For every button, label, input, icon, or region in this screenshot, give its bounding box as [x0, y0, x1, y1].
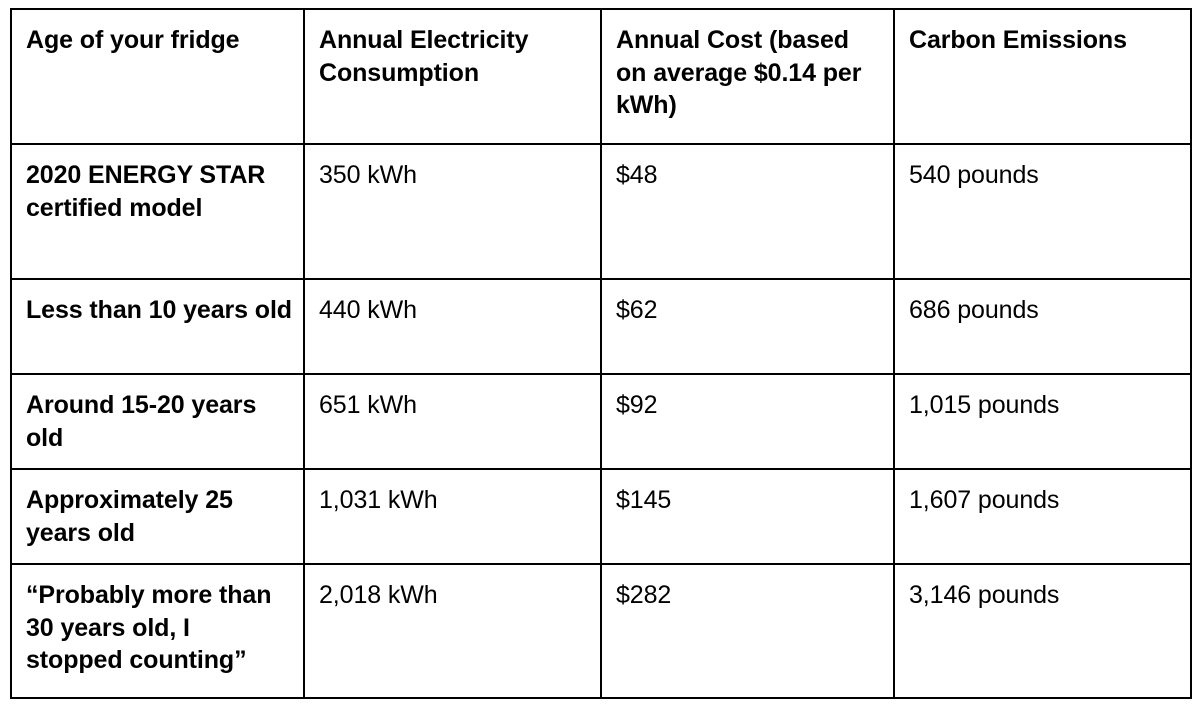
cell-consumption: 350 kWh: [303, 143, 602, 280]
table-row: Less than 10 years old 440 kWh $62 686 p…: [10, 278, 1192, 375]
column-header-age: Age of your fridge: [10, 8, 305, 145]
cell-consumption: 440 kWh: [303, 278, 602, 375]
fridge-table-container: Age of your fridge Annual Electricity Co…: [10, 8, 1192, 699]
column-header-cost: Annual Cost (based on average $0.14 per …: [600, 8, 895, 145]
cell-cost: $48: [600, 143, 895, 280]
cell-cost: $145: [600, 468, 895, 565]
cell-consumption: 2,018 kWh: [303, 563, 602, 699]
table-header: Age of your fridge Annual Electricity Co…: [10, 8, 1192, 145]
table-row: Approximately 25 years old 1,031 kWh $14…: [10, 468, 1192, 565]
cell-age: 2020 ENERGY STAR certified model: [10, 143, 305, 280]
cell-emissions: 1,015 pounds: [893, 373, 1192, 470]
table-header-row: Age of your fridge Annual Electricity Co…: [10, 8, 1192, 145]
cell-age: Approximately 25 years old: [10, 468, 305, 565]
table-row: Around 15-20 years old 651 kWh $92 1,015…: [10, 373, 1192, 470]
column-header-consumption: Annual Electricity Consumption: [303, 8, 602, 145]
cell-emissions: 1,607 pounds: [893, 468, 1192, 565]
cell-cost: $92: [600, 373, 895, 470]
cell-emissions: 686 pounds: [893, 278, 1192, 375]
cell-consumption: 1,031 kWh: [303, 468, 602, 565]
cell-cost: $282: [600, 563, 895, 699]
table-body: 2020 ENERGY STAR certified model 350 kWh…: [10, 143, 1192, 699]
cell-consumption: 651 kWh: [303, 373, 602, 470]
cell-age: Less than 10 years old: [10, 278, 305, 375]
table-row: “Probably more than 30 years old, I stop…: [10, 563, 1192, 699]
cell-cost: $62: [600, 278, 895, 375]
cell-emissions: 540 pounds: [893, 143, 1192, 280]
cell-age: Around 15-20 years old: [10, 373, 305, 470]
fridge-energy-comparison-table: Age of your fridge Annual Electricity Co…: [10, 8, 1192, 699]
cell-age: “Probably more than 30 years old, I stop…: [10, 563, 305, 699]
cell-emissions: 3,146 pounds: [893, 563, 1192, 699]
column-header-emissions: Carbon Emissions: [893, 8, 1192, 145]
table-row: 2020 ENERGY STAR certified model 350 kWh…: [10, 143, 1192, 280]
